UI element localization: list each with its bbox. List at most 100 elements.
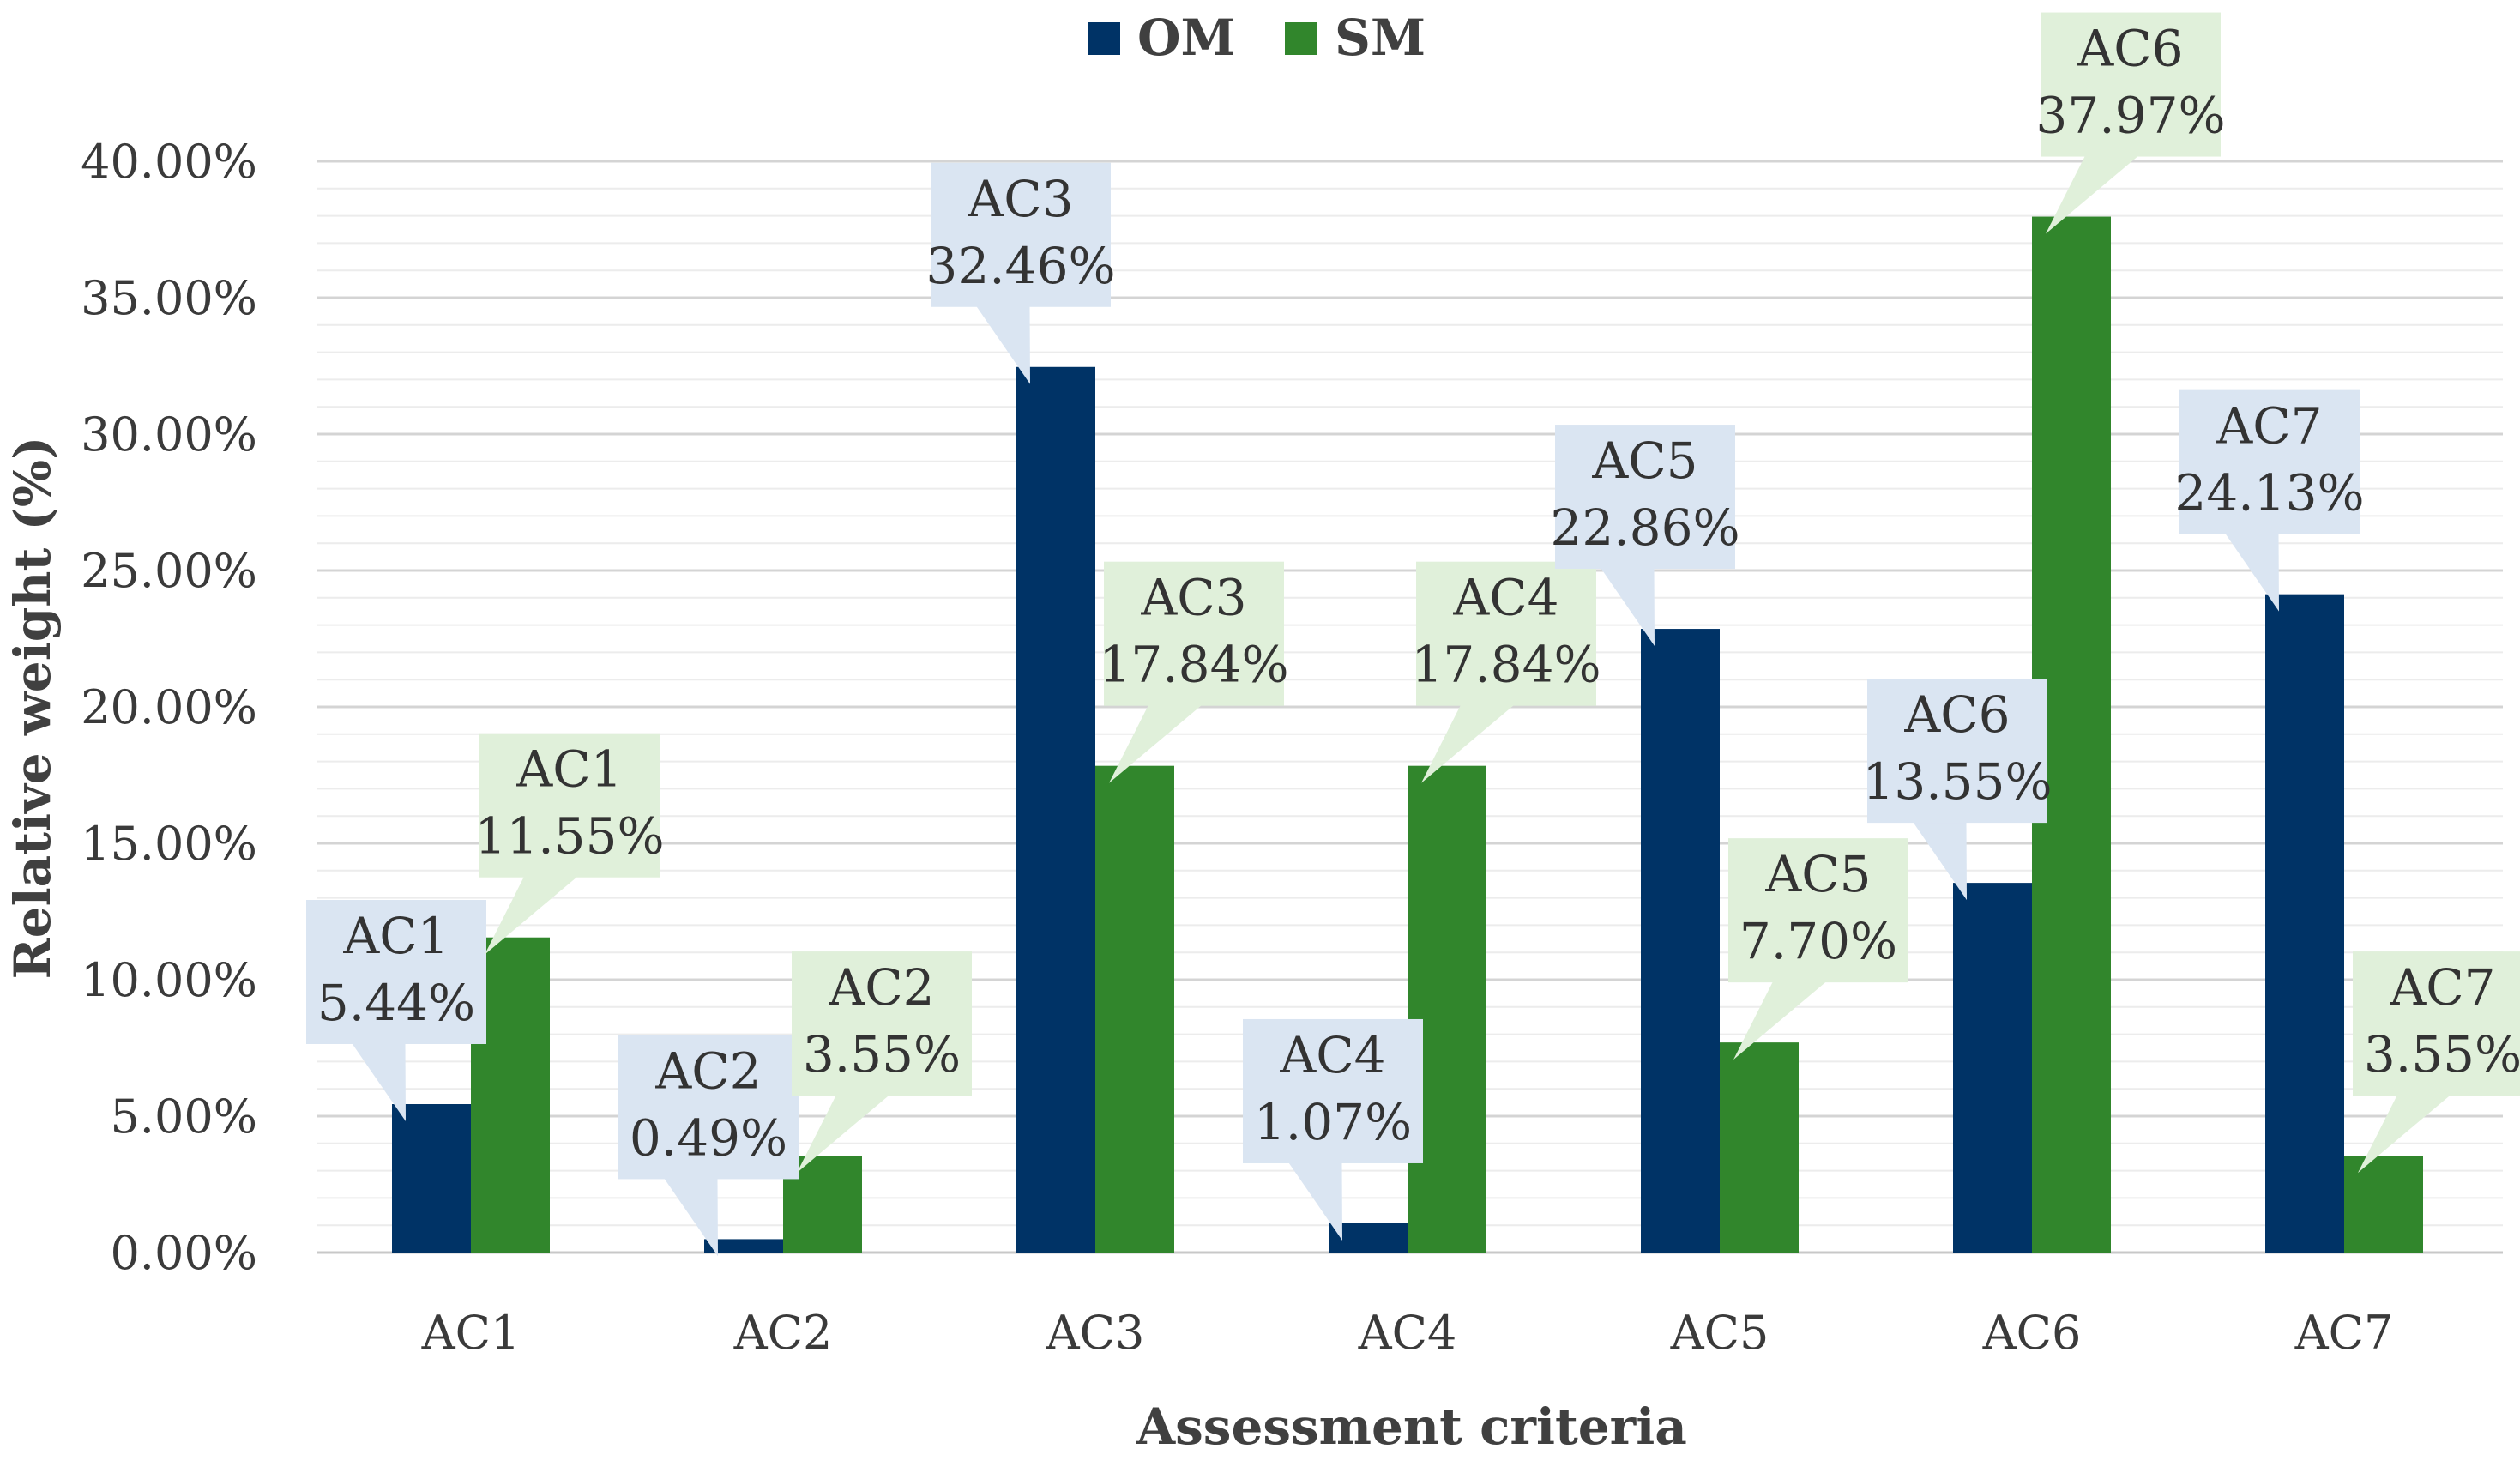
- y-tick-label: 40.00%: [81, 135, 257, 189]
- y-tick-label: 15.00%: [81, 817, 257, 871]
- bar-sm-ac7: [2344, 1156, 2423, 1253]
- callout-pointer: [1109, 703, 1203, 783]
- callout-value-label: 3.55%: [2364, 1025, 2520, 1084]
- callout-sm-ac4: AC4 17.84%: [1411, 561, 1601, 783]
- callout-value-label: 22.86%: [1550, 498, 1739, 557]
- callout-pointer: [2046, 154, 2140, 234]
- callout-category-label: AC5: [1591, 432, 1697, 490]
- bar-sm-ac5: [1720, 1042, 1799, 1253]
- callout-value-label: 5.44%: [317, 974, 475, 1032]
- x-tick-label: AC3: [1046, 1306, 1145, 1360]
- callout-category-label: AC6: [1903, 685, 2010, 744]
- callout-category-label: AC4: [1279, 1026, 1385, 1084]
- y-tick-label: 10.00%: [81, 953, 257, 1007]
- callout-category-label: AC6: [2077, 20, 2183, 78]
- legend: OM SM: [1088, 9, 1426, 67]
- callout-value-label: 37.97%: [2035, 87, 2225, 145]
- callout-category-label: AC1: [342, 907, 449, 965]
- callout-pointer: [1287, 1161, 1342, 1241]
- callout-category-label: AC2: [828, 958, 934, 1017]
- bar-sm-ac3: [1095, 765, 1174, 1253]
- bar-om-ac7: [2265, 594, 2344, 1253]
- callout-pointer: [2358, 1094, 2452, 1174]
- callout-om-ac1: AC1 5.44%: [306, 900, 486, 1122]
- x-tick-label: AC2: [733, 1306, 833, 1360]
- callout-box: [931, 162, 1111, 307]
- bar-sm-ac4: [1408, 765, 1486, 1253]
- callout-sm-ac6: AC6 37.97%: [2035, 12, 2226, 234]
- callout-box: [1243, 1018, 1423, 1163]
- callout-om-ac6: AC6 13.55%: [1862, 679, 2053, 901]
- callout-box: [306, 900, 486, 1045]
- bar-om-ac6: [1953, 883, 2032, 1253]
- bars: [392, 216, 2423, 1253]
- callout-value-label: 11.55%: [474, 807, 664, 866]
- callout-pointer: [975, 305, 1030, 384]
- bar-om-ac1: [392, 1104, 471, 1253]
- callout-om-ac7: AC7 24.13%: [2174, 389, 2365, 612]
- callout-value-label: 17.84%: [1099, 636, 1288, 694]
- callout-category-label: AC7: [2216, 397, 2322, 456]
- callout-pointer: [1421, 703, 1516, 783]
- legend-swatch-sm: [1285, 22, 1317, 55]
- callout-box: [1416, 561, 1596, 706]
- legend-label-sm: SM: [1335, 9, 1426, 67]
- x-tick-label: AC5: [1670, 1306, 1769, 1360]
- data-label-callouts: AC1 5.44% AC1 11.55% AC2 0.49% AC2 3.55% AC3 32.4…: [306, 12, 2520, 1257]
- callout-pointer: [1733, 981, 1828, 1060]
- callout-box: [618, 1035, 799, 1180]
- callout-om-ac5: AC5 22.86%: [1550, 425, 1740, 647]
- legend-swatch-om: [1088, 22, 1120, 55]
- callout-value-label: 0.49%: [630, 1108, 787, 1167]
- y-tick-label: 0.00%: [110, 1226, 257, 1280]
- callout-value-label: 32.46%: [925, 237, 1115, 295]
- y-tick-label: 30.00%: [81, 408, 257, 462]
- callout-box: [2179, 389, 2360, 534]
- callout-om-ac2: AC2 0.49%: [618, 1035, 799, 1257]
- callout-pointer: [1912, 821, 1967, 901]
- callout-value-label: 3.55%: [803, 1025, 961, 1084]
- callout-sm-ac5: AC5 7.70%: [1728, 838, 1908, 1060]
- callout-sm-ac3: AC3 17.84%: [1099, 561, 1289, 783]
- callout-category-label: AC4: [1452, 569, 1558, 627]
- callout-box: [1728, 838, 1908, 983]
- callout-category-label: AC7: [2389, 958, 2495, 1017]
- y-tick-label: 20.00%: [81, 680, 257, 734]
- callout-om-ac3: AC3 32.46%: [925, 162, 1116, 384]
- callout-value-label: 7.70%: [1739, 912, 1897, 970]
- x-axis-ticks: AC1 AC2 AC3 AC4 AC5 AC6 AC7: [421, 1306, 2394, 1360]
- callout-pointer: [2224, 532, 2279, 612]
- x-tick-label: AC7: [2294, 1306, 2394, 1360]
- callout-box: [2041, 12, 2221, 157]
- y-axis-title: Relative weight (%): [3, 437, 62, 980]
- callout-box: [1555, 425, 1735, 570]
- x-tick-label: AC6: [1982, 1306, 2082, 1360]
- callout-category-label: AC5: [1764, 845, 1871, 903]
- bar-om-ac5: [1641, 629, 1720, 1253]
- callout-sm-ac7: AC7 3.55%: [2353, 951, 2520, 1174]
- callout-value-label: 24.13%: [2174, 464, 2364, 522]
- y-tick-label: 35.00%: [81, 271, 257, 325]
- callout-category-label: AC1: [515, 740, 622, 799]
- callout-pointer: [485, 875, 579, 955]
- callout-om-ac4: AC4 1.07%: [1243, 1018, 1423, 1241]
- callout-value-label: 1.07%: [1254, 1093, 1412, 1151]
- callout-value-label: 13.55%: [1862, 752, 2052, 811]
- callout-box: [479, 733, 660, 878]
- callout-sm-ac2: AC2 3.55%: [792, 951, 972, 1174]
- callout-pointer: [351, 1042, 406, 1122]
- callout-category-label: AC3: [967, 170, 1073, 228]
- x-axis-title: Assessment criteria: [1136, 1398, 1687, 1456]
- y-axis-ticks: 0.00% 5.00% 10.00% 15.00% 20.00% 25.00% 30.00%…: [81, 135, 257, 1280]
- callout-value-label: 17.84%: [1411, 636, 1601, 694]
- callout-category-label: AC3: [1140, 569, 1246, 627]
- callout-pointer: [663, 1177, 718, 1257]
- callout-pointer: [1600, 567, 1655, 647]
- callout-box: [2353, 951, 2520, 1096]
- bar-om-ac3: [1016, 366, 1095, 1253]
- callout-box: [792, 951, 972, 1096]
- legend-label-om: OM: [1137, 9, 1236, 67]
- bar-om-ac2: [704, 1239, 783, 1253]
- y-tick-label: 5.00%: [110, 1090, 257, 1144]
- callout-box: [1104, 561, 1284, 706]
